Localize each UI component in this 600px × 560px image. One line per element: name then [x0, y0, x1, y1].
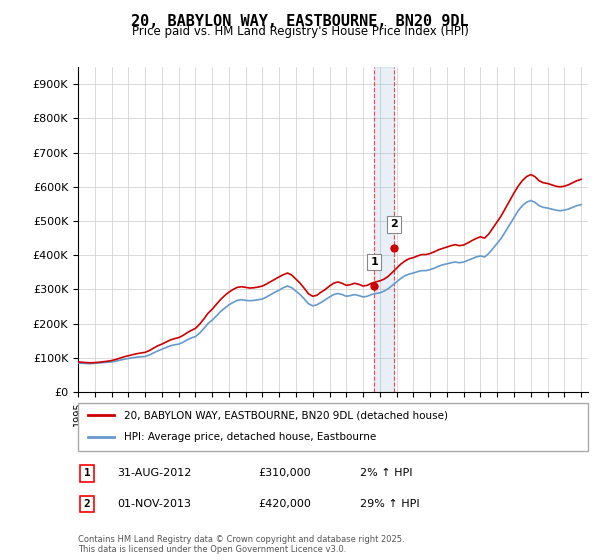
- Text: 01-NOV-2013: 01-NOV-2013: [117, 499, 191, 509]
- Text: 2: 2: [83, 499, 91, 509]
- Text: 31-AUG-2012: 31-AUG-2012: [117, 468, 191, 478]
- Text: Price paid vs. HM Land Registry's House Price Index (HPI): Price paid vs. HM Land Registry's House …: [131, 25, 469, 38]
- Bar: [374, 67, 394, 392]
- Text: £420,000: £420,000: [258, 499, 311, 509]
- Text: 2: 2: [390, 220, 398, 230]
- Text: £310,000: £310,000: [258, 468, 311, 478]
- Text: 2% ↑ HPI: 2% ↑ HPI: [360, 468, 413, 478]
- Text: 20, BABYLON WAY, EASTBOURNE, BN20 9DL (detached house): 20, BABYLON WAY, EASTBOURNE, BN20 9DL (d…: [124, 410, 448, 420]
- Text: 29% ↑ HPI: 29% ↑ HPI: [360, 499, 419, 509]
- Text: 1: 1: [83, 468, 91, 478]
- Text: 1: 1: [370, 257, 378, 267]
- Text: 20, BABYLON WAY, EASTBOURNE, BN20 9DL: 20, BABYLON WAY, EASTBOURNE, BN20 9DL: [131, 14, 469, 29]
- Text: HPI: Average price, detached house, Eastbourne: HPI: Average price, detached house, East…: [124, 432, 376, 442]
- Text: Contains HM Land Registry data © Crown copyright and database right 2025.
This d: Contains HM Land Registry data © Crown c…: [78, 535, 404, 554]
- FancyBboxPatch shape: [78, 403, 588, 451]
